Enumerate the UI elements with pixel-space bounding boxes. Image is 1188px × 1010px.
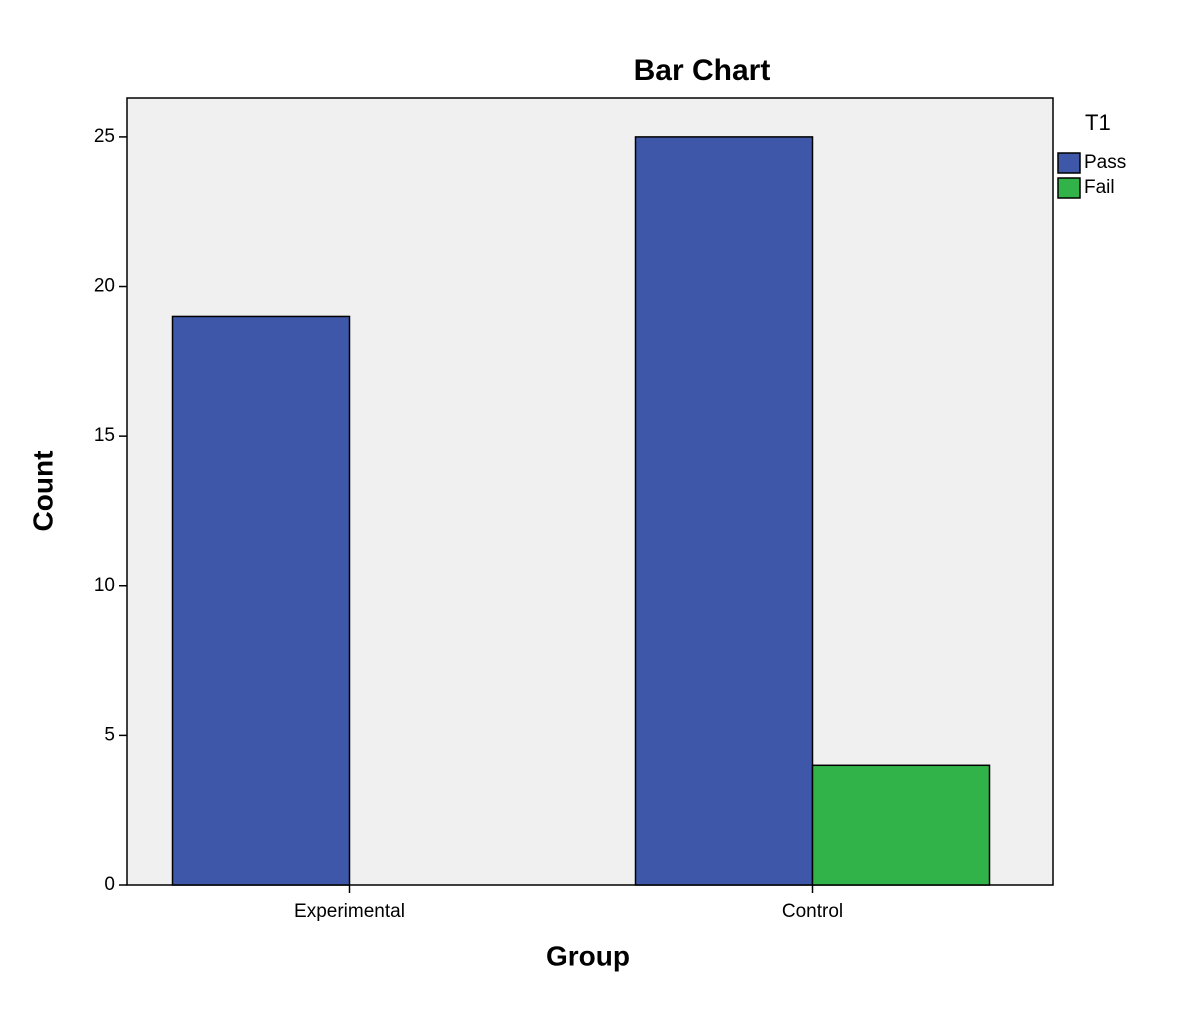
y-tick-label: 5 [104, 724, 115, 745]
chart-title: Bar Chart [634, 54, 771, 87]
bar [634, 136, 814, 886]
y-axis-title: Count [27, 451, 58, 532]
bar [811, 764, 991, 886]
legend-title: T1 [1085, 110, 1111, 135]
y-tick-label: 0 [104, 874, 115, 895]
legend-swatch [1057, 152, 1081, 174]
y-tick-label: 10 [94, 575, 115, 596]
y-tick-label: 25 [94, 126, 115, 147]
legend-swatch [1057, 177, 1081, 199]
y-tick-label: 20 [94, 276, 115, 297]
x-tick-label: Control [782, 901, 843, 922]
bar [171, 315, 351, 886]
x-tick-label: Experimental [294, 901, 405, 922]
legend-label: Pass [1084, 152, 1126, 173]
legend-label: Fail [1084, 177, 1115, 198]
x-axis-title: Group [546, 940, 630, 971]
y-tick-label: 15 [94, 425, 115, 446]
